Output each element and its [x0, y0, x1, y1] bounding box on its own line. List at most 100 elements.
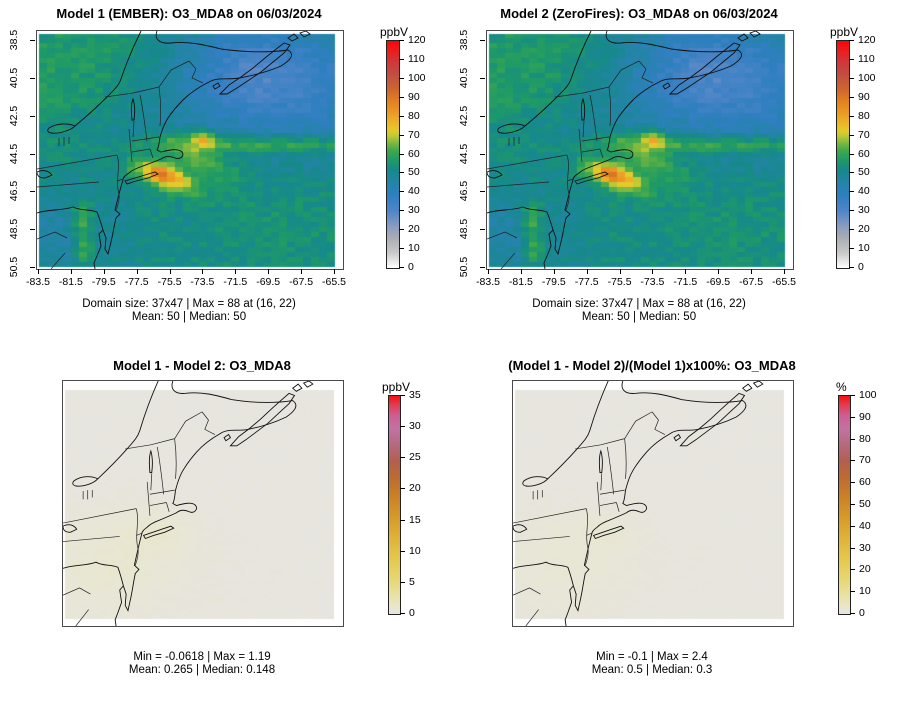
y-tick-label: 40.5 — [8, 67, 20, 89]
y-tick-label: 48.5 — [8, 218, 20, 240]
y-tick — [480, 267, 485, 268]
stats-line1-diff: Min = -0.0618 | Max = 1.19 — [133, 651, 271, 663]
panel-title-diff: Model 1 - Model 2: O3_MDA8 — [113, 358, 291, 373]
colorbar-tick — [850, 416, 855, 418]
colorbar-tick-label: 0 — [858, 261, 864, 273]
colorbar-tick-label: 10 — [409, 544, 421, 557]
colorbar-tick-label: 100 — [859, 389, 877, 401]
x-tick-label: -73.5 — [190, 276, 215, 288]
colorbar-tick — [849, 210, 854, 212]
y-tick-label: 42.5 — [8, 105, 20, 126]
colorbar-tick-label: 120 — [408, 34, 426, 46]
colorbar-tick — [400, 488, 405, 490]
x-tick — [334, 269, 335, 274]
colorbar-tick — [849, 191, 854, 193]
stats-line1-model1: Domain size: 37x47 | Max = 88 at (16, 22… — [82, 298, 296, 310]
colorbar-tick-label: 100 — [858, 71, 876, 84]
colorbar-tick-label: 10 — [859, 585, 871, 598]
colorbar-tick — [850, 525, 855, 527]
x-tick — [784, 269, 785, 274]
heatmap-raster-model2 — [487, 31, 793, 269]
colorbar-tick — [400, 457, 405, 459]
y-tick — [480, 40, 485, 41]
colorbar-units-model2: ppbV — [830, 25, 859, 39]
colorbar-tick-label: 50 — [858, 166, 870, 179]
y-tick-label: 50.5 — [458, 256, 470, 278]
colorbar-units-model1: ppbV — [380, 25, 409, 39]
colorbar-tick — [849, 153, 854, 155]
colorbar-tick — [850, 591, 855, 593]
map-outlines-model1 — [37, 31, 343, 269]
colorbar-tick — [849, 267, 854, 268]
x-tick — [38, 269, 39, 274]
x-tick — [586, 269, 588, 274]
y-tick — [30, 267, 35, 268]
colorbar-tick-label: 50 — [859, 498, 871, 510]
colorbar-tick — [400, 519, 405, 521]
stats-line2-model2: Mean: 50 | Median: 50 — [581, 311, 697, 323]
y-tick — [30, 77, 35, 79]
colorbar-tick-label: 110 — [858, 52, 875, 65]
colorbar-tick-label: 40 — [859, 519, 871, 532]
x-tick-label: -83.5 — [476, 276, 500, 288]
x-tick-label: -71.5 — [673, 276, 698, 288]
colorbar-tick — [849, 248, 854, 250]
colorbar-tick — [399, 191, 404, 193]
colorbar-tick-label: 20 — [858, 223, 870, 236]
x-tick-label: -79.5 — [91, 276, 116, 288]
x-tick-label: -67.5 — [289, 276, 314, 288]
colorbar-tick — [399, 153, 404, 155]
colorbar-tick-label: 80 — [408, 109, 420, 122]
colorbar-tick — [850, 395, 855, 396]
colorbar-units-diff: ppbV — [382, 380, 411, 394]
colorbar-tick-label: 70 — [408, 128, 420, 141]
heatmap-raster-diff — [63, 381, 343, 626]
y-tick-label: 46.5 — [8, 181, 20, 202]
x-tick-label: -69.5 — [256, 276, 281, 288]
heatmap-raster-model1 — [37, 31, 343, 269]
y-tick — [30, 153, 35, 155]
y-tick — [30, 191, 35, 193]
y-tick — [480, 229, 485, 231]
colorbar-tick — [399, 210, 404, 212]
colorbar-tick — [399, 172, 404, 174]
y-tick-label: 44.5 — [8, 143, 20, 164]
colorbar-tick — [399, 134, 404, 136]
map-outlines-diff — [63, 381, 343, 626]
colorbar-gradient — [838, 395, 851, 615]
x-tick-label: -81.5 — [58, 276, 83, 288]
colorbar-tick — [399, 248, 404, 250]
colorbar-tick — [849, 58, 854, 60]
colorbar-tick — [849, 172, 854, 174]
colorbar-gradient — [836, 40, 850, 269]
y-tick-label: 42.5 — [458, 105, 470, 126]
colorbar-tick-label: 15 — [409, 513, 421, 526]
colorbar-tick-label: 70 — [858, 128, 870, 141]
colorbar-tick — [849, 229, 854, 231]
panel-title-model1: Model 1 (EMBER): O3_MDA8 on 06/03/2024 — [56, 6, 322, 21]
x-tick — [202, 269, 204, 274]
map-diff — [62, 380, 344, 627]
colorbar-tick-label: 90 — [859, 410, 871, 423]
colorbar-tick — [849, 96, 854, 98]
colorbar-gradient — [388, 395, 401, 615]
colorbar-tick — [399, 229, 404, 231]
x-tick — [169, 269, 171, 274]
x-tick-label: -79.5 — [541, 276, 566, 288]
colorbar-tick — [850, 547, 855, 549]
y-tick-label: 48.5 — [458, 218, 470, 240]
y-tick-label: 46.5 — [458, 181, 470, 202]
x-tick-label: -65.5 — [772, 276, 796, 288]
colorbar-tick — [850, 482, 855, 484]
x-tick — [619, 269, 621, 274]
x-tick — [103, 269, 105, 274]
x-tick — [235, 269, 237, 274]
stats-line2-diff: Mean: 0.265 | Median: 0.148 — [128, 664, 276, 676]
y-tick — [30, 229, 35, 231]
colorbar-tick-label: 110 — [408, 52, 425, 65]
colorbar-tick — [849, 134, 854, 136]
colorbar-tick-label: 0 — [408, 261, 414, 273]
x-tick — [520, 269, 522, 274]
stats-line1-pctdiff: Min = -0.1 | Max = 2.4 — [596, 651, 708, 663]
